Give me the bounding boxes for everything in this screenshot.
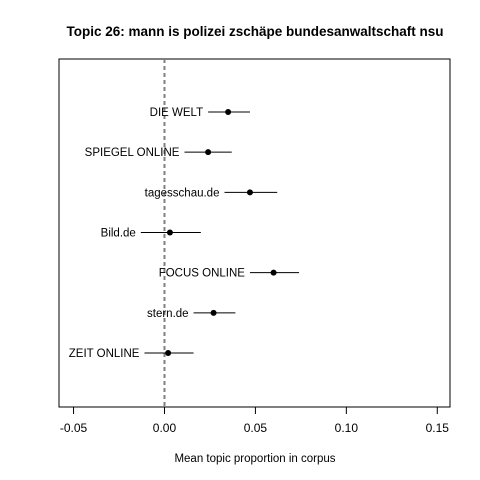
x-tick-label: 0.05 [244,421,268,435]
point-label: stern.de [147,308,189,320]
point-marker [205,149,212,156]
point-label: DIE WELT [150,107,203,119]
point-marker [210,309,217,316]
point-group: ZEIT ONLINE [69,348,194,360]
point-group: Bild.de [101,228,201,240]
point-marker [165,350,172,356]
point-label: SPIEGEL ONLINE [85,147,180,159]
point-label: ZEIT ONLINE [69,348,140,360]
point-label: Bild.de [101,228,136,240]
point-marker [225,109,232,115]
point-group: tagesschau.de [145,187,278,199]
point-group: FOCUS ONLINE [159,268,300,280]
point-marker [270,269,277,276]
x-tick-label: 0.10 [335,421,359,435]
x-tick-label: 0.00 [153,421,177,435]
point-group: DIE WELT [150,107,250,119]
x-tick-label: -0.05 [60,421,88,435]
point-label: tagesschau.de [145,187,220,199]
points-layer: DIE WELT SPIEGEL ONLINE tagesschau.de Bild.… [69,107,300,360]
point-group: stern.de [147,308,236,320]
x-tick-label: 0.15 [426,421,450,435]
point-label: FOCUS ONLINE [159,268,246,280]
point-marker [166,229,173,236]
x-axis: -0.05 0.00 0.05 0.10 0.15 [60,406,450,435]
point-marker [246,189,253,196]
point-group: SPIEGEL ONLINE [85,147,232,159]
x-axis-label: Mean topic proportion in corpus [174,453,335,465]
chart-title: Topic 26: mann is polizei zschäpe bundes… [66,24,443,39]
